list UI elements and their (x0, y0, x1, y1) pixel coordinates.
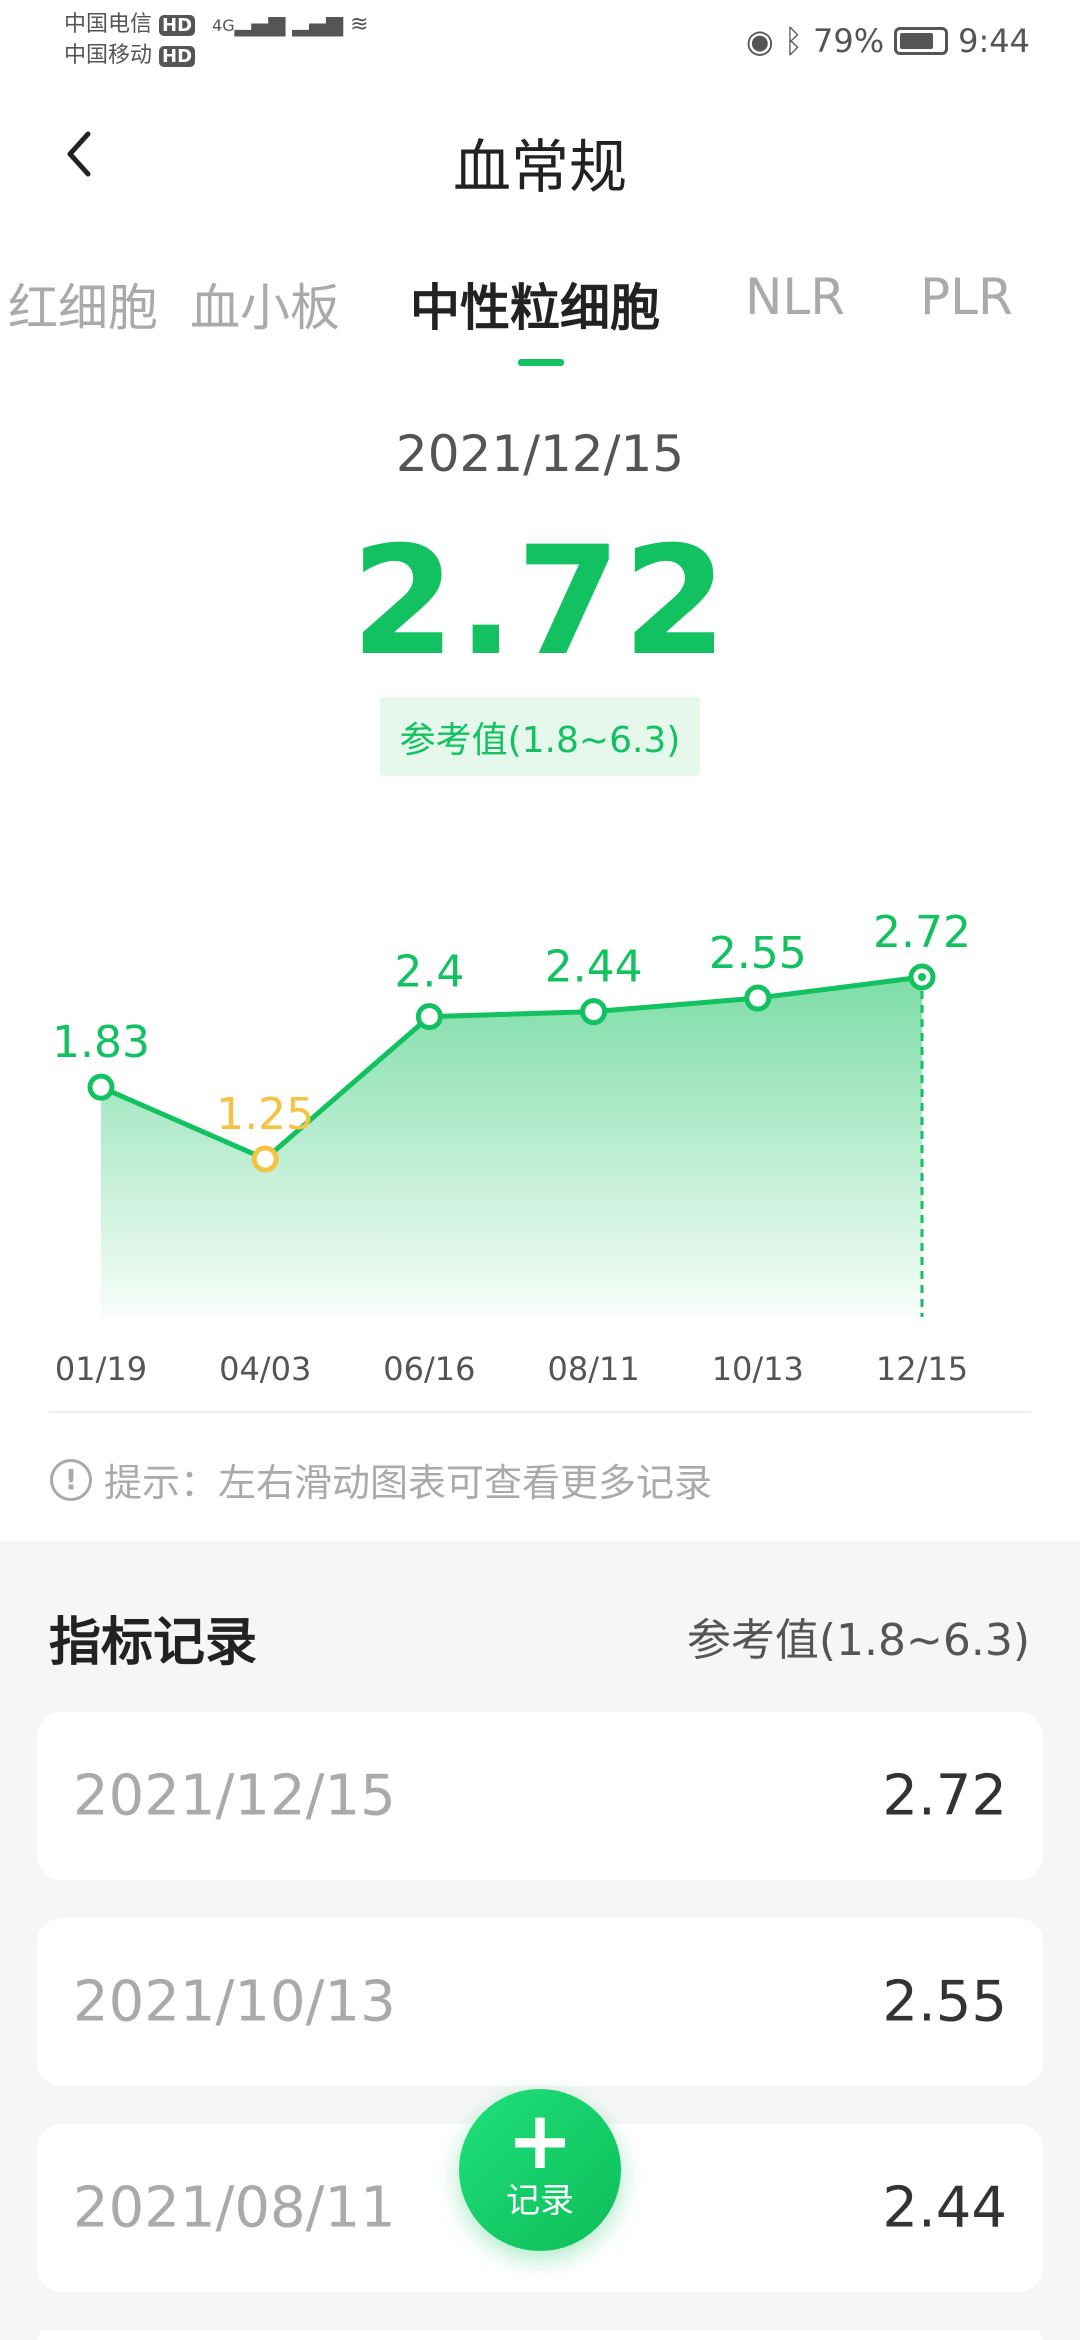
eye-icon: ◉ (745, 22, 774, 60)
carrier-2: 中国移动 (64, 43, 153, 68)
selected-date: 2021/12/15 (395, 425, 685, 483)
record-date: 2021/12/15 (73, 1763, 396, 1829)
clock: 9:44 (958, 22, 1030, 60)
tab-plr[interactable]: PLR (920, 268, 1013, 326)
x-tick-label: 10/13 (712, 1350, 804, 1388)
tab-red-blood-cells[interactable]: 红细胞 (8, 279, 158, 337)
data-point (251, 1145, 279, 1173)
bluetooth-icon: ᛒ (783, 22, 804, 60)
hd-badge: HD (159, 15, 196, 36)
x-tick-label: 06/16 (383, 1350, 475, 1388)
battery-percent: 79% (813, 22, 885, 60)
hd-badge: HD (159, 46, 196, 67)
record-date: 2021/08/11 (73, 2175, 396, 2241)
chart-line (99, 974, 923, 1162)
back-arrow-icon[interactable] (52, 124, 112, 184)
data-label: 1.83 (52, 1017, 150, 1068)
active-tab-indicator (518, 359, 564, 366)
record-row[interactable]: 2021/10/13 2.55 (37, 1918, 1043, 2086)
plus-icon: + (506, 2094, 574, 2187)
data-point (87, 1073, 115, 1101)
hint: ! 提示：左右滑动图表可查看更多记录 (50, 1452, 712, 1507)
battery-icon (894, 27, 949, 55)
page-title: 血常规 (452, 133, 627, 201)
info-icon: ! (50, 1458, 92, 1501)
tab-nlr[interactable]: NLR (745, 268, 845, 326)
add-record-label: 记录 (506, 2181, 574, 2221)
records-title: 指标记录 (49, 1613, 258, 1673)
record-date: 2021/10/13 (73, 1969, 396, 2035)
record-row[interactable]: 2021/12/15 2.72 (37, 1712, 1043, 1880)
signal-icon: ▂▄▆ (292, 12, 344, 37)
data-label: 1.25 (216, 1089, 314, 1140)
record-row[interactable] (37, 2330, 1043, 2340)
wifi-icon: ≋ (350, 12, 369, 37)
reference-badge: 参考值(1.8~6.3) (380, 697, 700, 776)
signal-icon: ▂▄▆ (234, 12, 286, 37)
tab-platelets[interactable]: 血小板 (190, 279, 340, 337)
divider (49, 1411, 1031, 1413)
add-record-button[interactable]: + 记录 (459, 2089, 621, 2251)
record-value: 2.44 (882, 2175, 1007, 2241)
status-right: ◉ ᛒ 79% 9:44 (746, 22, 1030, 60)
data-point (744, 984, 772, 1012)
tab-neutrophils[interactable]: 中性粒细胞 (410, 279, 660, 337)
data-label: 2.72 (873, 907, 971, 958)
x-tick-label: 04/03 (219, 1350, 311, 1388)
data-label: 2.4 (394, 947, 464, 998)
data-point (580, 998, 608, 1026)
carrier-info: 中国电信 HD 4G▂▄▆ ▂▄▆ ≋ 中国移动 HD (64, 10, 369, 72)
selected-point-dot (918, 973, 926, 981)
data-label: 2.55 (709, 928, 807, 979)
records-reference: 参考值(1.8~6.3) (686, 1615, 1030, 1666)
selected-value: 2.72 (350, 515, 730, 689)
network-type: 4G (212, 16, 235, 35)
x-tick-label: 08/11 (547, 1350, 639, 1388)
chart-area (101, 977, 922, 1317)
data-label: 2.44 (545, 942, 643, 993)
x-tick-label: 01/19 (55, 1350, 147, 1388)
hint-text: 提示：左右滑动图表可查看更多记录 (104, 1461, 713, 1505)
record-value: 2.55 (882, 1969, 1007, 2035)
carrier-1: 中国电信 (64, 12, 153, 37)
trend-chart[interactable]: 1.83 01/19 1.25 04/03 2.4 06/16 2.44 08/11 2.55 1… (0, 880, 1080, 1400)
data-point (415, 1003, 443, 1031)
x-tick-label: 12/15 (876, 1350, 968, 1388)
record-value: 2.72 (882, 1763, 1007, 1829)
